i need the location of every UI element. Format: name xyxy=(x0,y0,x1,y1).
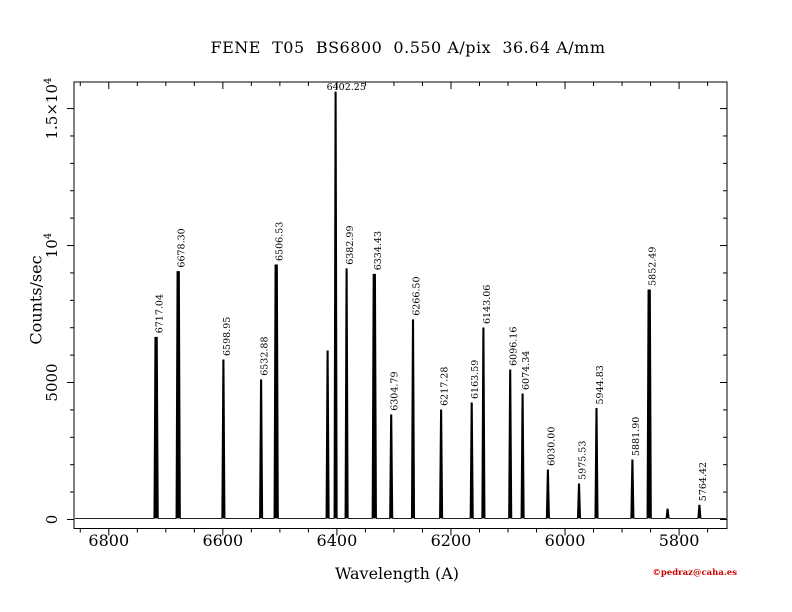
x-tick-label: 6000 xyxy=(545,531,586,550)
peak-label: 6334.43 xyxy=(373,231,384,270)
plot-frame xyxy=(73,81,728,529)
peak-label: 5764.42 xyxy=(698,462,709,501)
y-tick-label: 104 xyxy=(43,233,61,258)
peak-label: 5881.90 xyxy=(631,417,642,456)
peak-label: 5852.49 xyxy=(648,247,659,286)
peak-label: 6532.88 xyxy=(260,337,271,376)
credit-text: ©pedraz@caha.es xyxy=(652,568,737,578)
x-tick-label: 6800 xyxy=(88,531,129,550)
peak-label: 6382.99 xyxy=(345,226,356,265)
peak-label: 6506.53 xyxy=(275,222,286,261)
spectrum-trace xyxy=(75,91,726,519)
x-axis-title: Wavelength (A) xyxy=(334,564,460,583)
peak-label: 6304.79 xyxy=(390,372,401,411)
y-tick-label: 5000 xyxy=(43,363,61,401)
chart-title: FENE T05 BS6800 0.550 A/pix 36.64 A/mm xyxy=(210,38,606,57)
peak-label: 6717.04 xyxy=(155,294,166,333)
peak-label: 6678.30 xyxy=(177,228,188,267)
peak-label: 6598.95 xyxy=(222,317,233,356)
x-tick-label: 6600 xyxy=(202,531,243,550)
peak-label: 6143.06 xyxy=(482,285,493,324)
y-axis-title: Counts/sec xyxy=(26,255,46,345)
peak-label: 6096.16 xyxy=(509,327,520,366)
peak-label: 6163.59 xyxy=(470,360,481,399)
x-tick-label: 6200 xyxy=(431,531,472,550)
y-tick-label: 1.5×104 xyxy=(43,78,61,140)
y-tick-label: 0 xyxy=(43,515,61,525)
peak-label: 6074.34 xyxy=(521,351,532,390)
x-tick-label: 6400 xyxy=(317,531,358,550)
peak-label: 5944.83 xyxy=(595,365,606,404)
peak-label: 6030.00 xyxy=(546,427,557,466)
peak-label: 6402.25 xyxy=(327,82,366,93)
x-tick-label: 5800 xyxy=(659,531,700,550)
peak-label: 5975.53 xyxy=(578,441,589,480)
peak-label: 6217.28 xyxy=(440,367,451,406)
peak-label: 6266.50 xyxy=(412,277,423,316)
